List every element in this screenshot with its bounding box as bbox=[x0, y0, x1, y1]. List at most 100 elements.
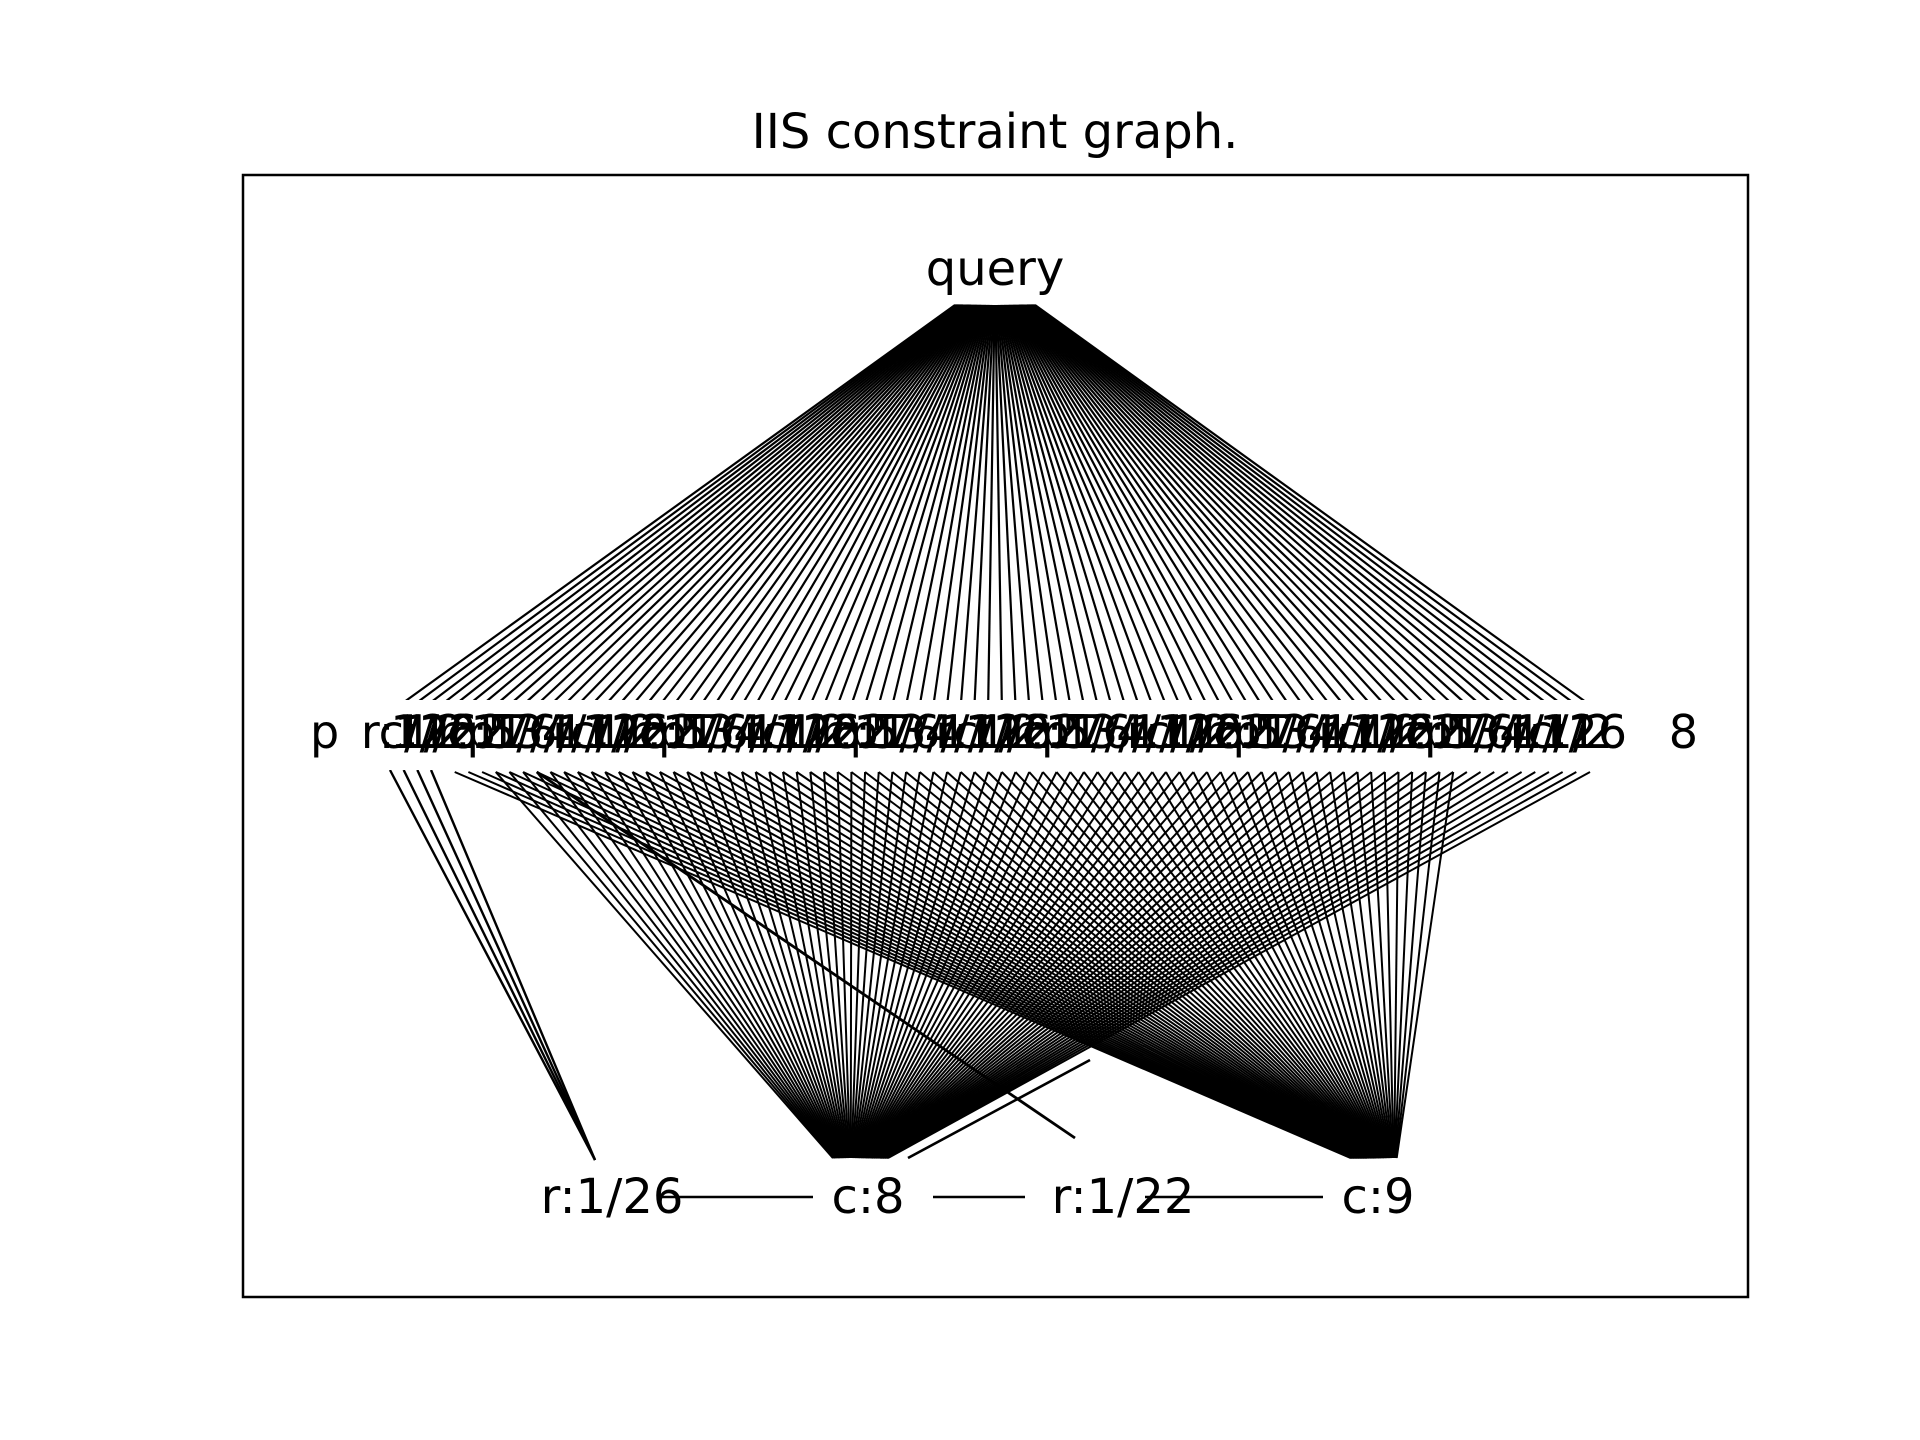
edge-middle-to-c8-51 bbox=[862, 771, 1099, 1159]
diagram-title: IIS constraint graph. bbox=[752, 104, 1239, 160]
edge-middle-to-c8-9 bbox=[522, 771, 835, 1159]
edge-middle-to-c9-5 bbox=[467, 771, 1352, 1159]
edge-query-to-middle-78 bbox=[1025, 304, 1468, 706]
middle-node-label-left-edge: p bbox=[310, 705, 339, 759]
edge-middle-to-c8-72 bbox=[877, 771, 1386, 1159]
edge-query-to-middle-68 bbox=[1016, 304, 1331, 706]
edge-middle-to-c9-52 bbox=[1110, 771, 1382, 1159]
edge-query-to-middle-3 bbox=[440, 304, 959, 706]
edge-query-to-middle-29 bbox=[795, 304, 983, 706]
middle-node-label-background bbox=[340, 700, 1640, 770]
edge-query-to-middle-50 bbox=[999, 304, 1085, 706]
middle-node-label-64: 5/ bbox=[1253, 705, 1298, 759]
middle-node-label-43: c:1 bbox=[953, 705, 1023, 759]
edge-query-to-middle-53 bbox=[1002, 304, 1126, 706]
middle-node-label-layer: r:1/c:11/2/261/22r:1c:1p15/7/3/6/4/1/r:1… bbox=[310, 700, 1698, 770]
edge-query-to-middle-19 bbox=[659, 304, 974, 706]
edge-query-to-middle-71 bbox=[1019, 304, 1372, 706]
edge-middle-to-c8-66 bbox=[872, 771, 1304, 1159]
middle-node-label-29: c:1 bbox=[762, 705, 832, 759]
edge-middle-to-c8-22 bbox=[699, 771, 845, 1159]
middle-node-label-74: 1/22 bbox=[1361, 705, 1464, 759]
middle-node-label-48: c:1 bbox=[1022, 705, 1092, 759]
middle-node-label-10: 3/ bbox=[514, 705, 559, 759]
middle-node-label-41: 1/ bbox=[938, 705, 983, 759]
edge-query-to-middle-8 bbox=[508, 304, 964, 706]
edge-middle-to-c9-74 bbox=[1393, 771, 1414, 1159]
middle-node-label-7: p1 bbox=[467, 705, 525, 759]
edge-query-to-middle-49 bbox=[998, 304, 1072, 706]
middle-node-label-38: 3/ bbox=[897, 705, 942, 759]
middle-node-label-25: 6/ bbox=[720, 705, 765, 759]
middle-node-label-83: 1/ bbox=[1513, 705, 1558, 759]
edge-query-to-middle-59 bbox=[1008, 304, 1208, 706]
edge-middle-to-c8-25 bbox=[740, 771, 847, 1159]
edge-query-to-middle-67 bbox=[1015, 304, 1318, 706]
edge-query-to-middle-46 bbox=[996, 304, 1031, 706]
edge-middle-to-c8-87 bbox=[887, 771, 1591, 1159]
edge-query-to-middle-45 bbox=[995, 304, 1017, 706]
middle-node-label-5: r:1 bbox=[437, 705, 500, 759]
middle-node-label-57: c:1 bbox=[1145, 705, 1215, 759]
edge-middle-to-c9-66 bbox=[1301, 771, 1391, 1159]
edge-query-to-middle-87 bbox=[1034, 304, 1591, 706]
middle-node-label-36: 5/ bbox=[870, 705, 915, 759]
edge-middle-to-r22 bbox=[535, 770, 1076, 1140]
edge-query-to-middle-56 bbox=[1005, 304, 1167, 706]
middle-node-label-9: 7/ bbox=[501, 705, 546, 759]
middle-node-label-58: 1/2 bbox=[1156, 705, 1230, 759]
middle-node-label-28: r:1/ bbox=[744, 705, 823, 759]
edge-middle-to-c9-75 bbox=[1394, 771, 1427, 1159]
middle-node-label-56: r:1/ bbox=[1127, 705, 1206, 759]
edge-query-to-middle-48 bbox=[998, 304, 1058, 706]
edge-middle-to-c8-21 bbox=[686, 771, 844, 1159]
edge-query-to-middle-21 bbox=[686, 304, 976, 706]
middle-node-label-73: /26 bbox=[1361, 705, 1435, 759]
edge-query-to-middle-54 bbox=[1003, 304, 1140, 706]
edge-query-to-middle-31 bbox=[823, 304, 985, 706]
edge-middle-to-c9-6 bbox=[481, 771, 1353, 1159]
edge-middle-to-c8-68 bbox=[874, 771, 1331, 1159]
edge-query-to-middle-12 bbox=[563, 304, 967, 706]
middle-node-label-80: 3/ bbox=[1472, 705, 1517, 759]
edge-middle-to-c9-67 bbox=[1315, 771, 1392, 1159]
edge-middle-to-c8-52 bbox=[863, 771, 1113, 1159]
edge-middle-to-c9-58 bbox=[1192, 771, 1386, 1159]
edge-middle-to-r26-3 bbox=[429, 769, 597, 1161]
node-c-8: c:8 bbox=[831, 1169, 904, 1225]
middle-node-label-78: 5/ bbox=[1445, 705, 1490, 759]
edge-middle-to-c9-55 bbox=[1151, 771, 1384, 1159]
middle-node-label-2: 1/2 bbox=[390, 705, 464, 759]
edge-query-to-middle-79 bbox=[1026, 304, 1482, 706]
edge-middle-to-c8-43 bbox=[856, 771, 990, 1159]
middle-node-label-20: c:1 bbox=[639, 705, 709, 759]
edge-query-to-middle-42 bbox=[973, 304, 995, 706]
edge-middle-to-c8-26 bbox=[754, 771, 847, 1159]
edge-query-to-middle-10 bbox=[536, 304, 965, 706]
edge-middle-to-c9-61 bbox=[1233, 771, 1388, 1159]
edge-middle-to-c8-39 bbox=[853, 771, 935, 1159]
edge-middle-to-c8-19 bbox=[658, 771, 843, 1159]
middle-node-label-82: 4/ bbox=[1499, 705, 1544, 759]
edge-query-to-middle-4 bbox=[454, 304, 960, 706]
middle-node-label-18: 1/22 bbox=[595, 705, 698, 759]
edge-middle-to-c8-77 bbox=[880, 771, 1454, 1159]
middle-node-label-70: r:1/ bbox=[1318, 705, 1397, 759]
middle-node-label-0: r:1/ bbox=[361, 705, 440, 759]
middle-node-label-40: 4/ bbox=[925, 705, 970, 759]
edge-middle-to-c9-4 bbox=[454, 771, 1351, 1159]
middle-node-label-1: c:1 bbox=[379, 705, 449, 759]
middle-node-label-39: 6/ bbox=[911, 705, 956, 759]
middle-node-label-67: 6/ bbox=[1294, 705, 1339, 759]
edge-query-to-middle-62 bbox=[1011, 304, 1249, 706]
edge-middle-to-c8-37 bbox=[852, 771, 908, 1159]
edge-middle-to-c8-23 bbox=[713, 771, 845, 1159]
middle-node-label-44: 1/2 bbox=[965, 705, 1039, 759]
edge-query-to-middle-64 bbox=[1012, 304, 1277, 706]
edge-query-to-middle-27 bbox=[768, 304, 981, 706]
edge-query-to-middle-52 bbox=[1001, 304, 1113, 706]
middle-node-label-42: r:1/ bbox=[935, 705, 1014, 759]
edge-query-to-middle-2 bbox=[426, 304, 958, 706]
edge-middle-to-c8-84 bbox=[885, 771, 1550, 1159]
